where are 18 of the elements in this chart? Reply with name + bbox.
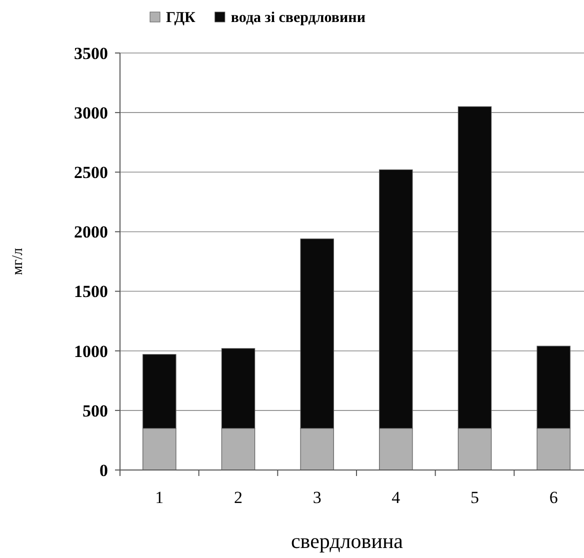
- x-tick-label: 6: [549, 488, 558, 507]
- x-tick-label: 1: [155, 488, 164, 507]
- y-axis-title: мг/л: [10, 247, 26, 276]
- y-tick-label: 500: [82, 401, 108, 420]
- x-tick-label: 2: [234, 488, 242, 507]
- y-tick-label: 3500: [74, 44, 108, 63]
- legend-label: вода зі свердловини: [230, 10, 366, 26]
- legend-label: ГДК: [166, 10, 196, 26]
- y-tick-label: 2000: [74, 222, 108, 242]
- x-tick-label: 5: [470, 488, 479, 507]
- y-tick-label: 1000: [74, 342, 108, 361]
- y-tick-label: 2500: [74, 163, 108, 182]
- x-axis-title: свердловина: [290, 529, 404, 553]
- y-tick-label: 3000: [74, 104, 108, 123]
- y-tick-label: 0: [100, 460, 108, 480]
- x-tick-label: 4: [392, 488, 401, 507]
- x-tick-label: 3: [312, 488, 322, 507]
- y-tick-label: 1500: [74, 282, 108, 302]
